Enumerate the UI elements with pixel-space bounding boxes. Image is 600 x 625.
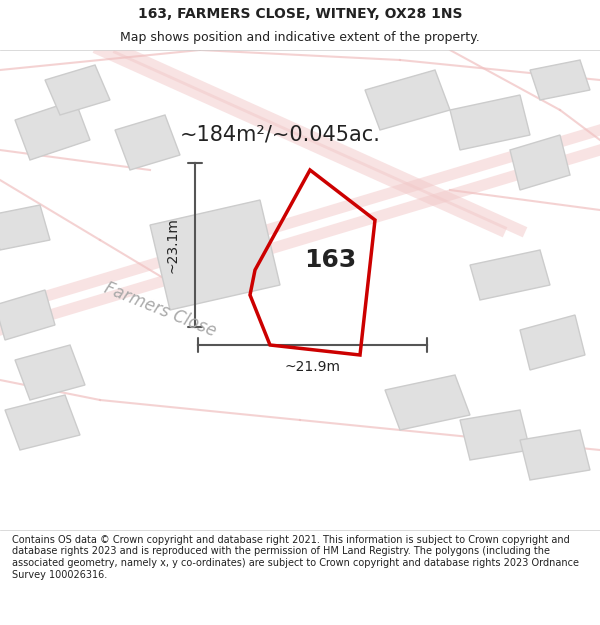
Polygon shape	[45, 65, 110, 115]
Polygon shape	[385, 375, 470, 430]
Polygon shape	[150, 200, 280, 310]
Text: 163: 163	[304, 248, 356, 272]
Text: ~184m²/~0.045ac.: ~184m²/~0.045ac.	[179, 125, 380, 145]
Text: ~21.9m: ~21.9m	[284, 360, 341, 374]
Polygon shape	[0, 290, 55, 340]
Text: Farmers Close: Farmers Close	[101, 279, 218, 341]
Polygon shape	[470, 250, 550, 300]
Polygon shape	[5, 395, 80, 450]
Polygon shape	[450, 95, 530, 150]
Text: Map shows position and indicative extent of the property.: Map shows position and indicative extent…	[120, 31, 480, 44]
Polygon shape	[510, 135, 570, 190]
Text: ~23.1m: ~23.1m	[166, 217, 180, 273]
Polygon shape	[0, 205, 50, 250]
Polygon shape	[15, 345, 85, 400]
Polygon shape	[520, 315, 585, 370]
Polygon shape	[460, 410, 530, 460]
Text: Contains OS data © Crown copyright and database right 2021. This information is : Contains OS data © Crown copyright and d…	[12, 535, 579, 579]
Polygon shape	[15, 100, 90, 160]
Polygon shape	[115, 115, 180, 170]
Polygon shape	[530, 60, 590, 100]
Text: 163, FARMERS CLOSE, WITNEY, OX28 1NS: 163, FARMERS CLOSE, WITNEY, OX28 1NS	[138, 7, 462, 21]
Polygon shape	[520, 430, 590, 480]
Polygon shape	[365, 70, 450, 130]
